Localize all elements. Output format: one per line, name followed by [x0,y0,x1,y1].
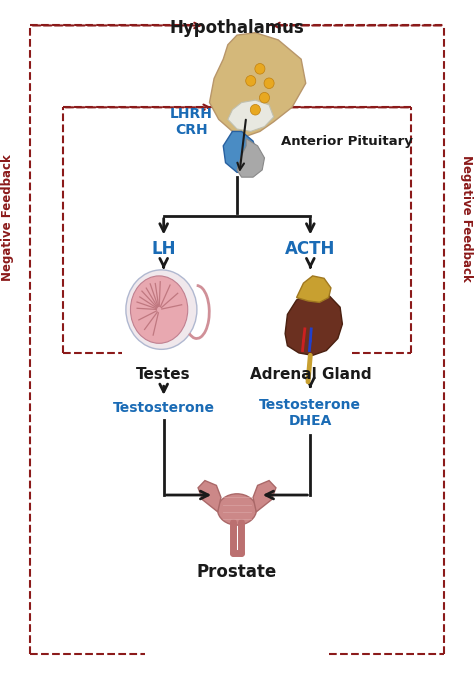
Polygon shape [285,292,342,355]
Text: Hypothalamus: Hypothalamus [170,19,304,37]
Polygon shape [237,139,264,177]
Circle shape [264,78,274,89]
Polygon shape [253,481,276,512]
Ellipse shape [126,270,197,349]
Text: Adrenal Gland: Adrenal Gland [249,367,371,382]
Text: Prostate: Prostate [197,563,277,581]
Circle shape [255,64,265,74]
Circle shape [246,76,256,86]
Circle shape [250,104,260,115]
Text: Anterior Pituitary: Anterior Pituitary [281,135,413,148]
Ellipse shape [218,494,256,525]
Polygon shape [223,131,258,173]
Text: Testes: Testes [137,367,191,382]
Polygon shape [198,481,221,512]
Text: Testosterone
DHEA: Testosterone DHEA [259,398,361,429]
Polygon shape [210,32,306,136]
Ellipse shape [130,276,188,343]
Text: Negative Feedback: Negative Feedback [1,155,14,282]
Text: LHRH
CRH: LHRH CRH [170,107,213,137]
Text: Testosterone: Testosterone [113,401,215,415]
Polygon shape [228,100,273,131]
Circle shape [259,92,270,103]
Text: ACTH: ACTH [285,240,336,259]
Text: Negative Feedback: Negative Feedback [460,155,473,282]
Polygon shape [297,276,331,303]
Text: LH: LH [151,240,176,259]
